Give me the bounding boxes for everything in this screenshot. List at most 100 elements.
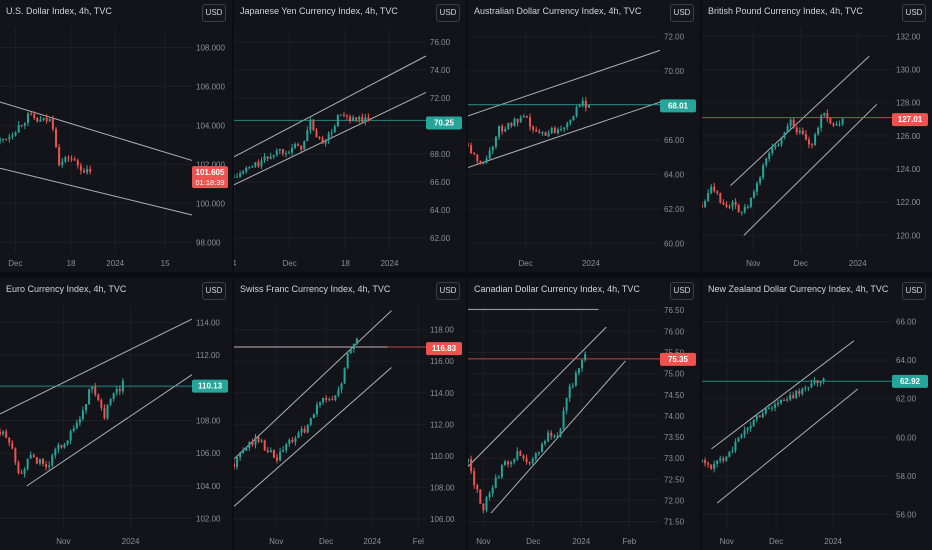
chart-panel[interactable]: 76.5076.0075.5075.0074.5074.0073.5073.00… (468, 278, 700, 550)
x-tick-label: Dec (518, 259, 532, 268)
chart-title: New Zealand Dollar Currency Index, 4h, T… (708, 284, 889, 294)
currency-button[interactable]: USD (436, 282, 460, 300)
candle (109, 398, 112, 405)
candle (767, 407, 770, 409)
candle (556, 436, 559, 438)
candle (85, 404, 88, 411)
candle (814, 134, 817, 146)
candle (578, 105, 581, 107)
candle (759, 177, 762, 184)
candle (342, 114, 345, 116)
y-tick-label: 118.00 (430, 326, 454, 335)
candle (61, 161, 64, 166)
channel-trendline[interactable] (716, 388, 859, 504)
candle (749, 425, 752, 429)
candle (719, 193, 722, 203)
candle (713, 463, 716, 469)
candle (309, 119, 312, 131)
candle (73, 159, 76, 161)
candle (23, 122, 26, 126)
channel-trendline[interactable] (0, 318, 193, 415)
candle (11, 442, 14, 449)
channel-trendline[interactable] (730, 55, 870, 186)
channel-trendline[interactable] (0, 101, 193, 161)
candle (330, 132, 333, 134)
channel-trendline[interactable] (234, 310, 392, 460)
candle (349, 349, 352, 354)
candle (346, 115, 349, 117)
candle (562, 410, 565, 429)
candle (322, 397, 325, 403)
candle (534, 453, 537, 459)
currency-button[interactable]: USD (902, 4, 926, 22)
candle (764, 408, 767, 414)
currency-button[interactable]: USD (902, 282, 926, 300)
chart-panel[interactable]: 114.00112.00110.00108.00106.00104.00102.… (0, 278, 232, 550)
candle (297, 144, 300, 146)
y-tick-label: 66.00 (896, 317, 917, 326)
currency-button[interactable]: USD (670, 282, 694, 300)
channel-trendline[interactable] (234, 367, 392, 507)
y-tick-label: 130.00 (896, 65, 921, 74)
candle (783, 399, 786, 401)
channel-trendline[interactable] (26, 374, 193, 487)
last-price-label: 75.35 (668, 355, 689, 364)
candle (288, 439, 291, 445)
y-tick-label: 60.00 (896, 433, 917, 442)
candle (324, 140, 327, 144)
candle (23, 469, 26, 474)
candle (749, 197, 752, 207)
candle (795, 391, 798, 399)
y-tick-label: 62.00 (896, 395, 917, 404)
y-tick-label: 72.00 (664, 496, 685, 505)
channel-trendline[interactable] (711, 340, 855, 450)
candle (713, 186, 716, 192)
currency-button[interactable]: USD (436, 4, 460, 22)
candle (482, 503, 485, 511)
chart-panel[interactable]: 118.00 116.00 114.00 112.00 110.00 108.00 106.… (234, 278, 466, 550)
candle (35, 457, 38, 464)
candle (328, 399, 331, 401)
y-tick-label: 74.00 (430, 66, 451, 75)
candle (327, 133, 330, 141)
chart-panel[interactable]: 66.00 64.00 62.00 60.00 58.00 56.00 Nov Dec 2024… (702, 278, 932, 550)
candle (710, 464, 713, 469)
channel-trendline[interactable] (234, 91, 427, 186)
candle (29, 454, 32, 459)
candle (707, 463, 710, 465)
candle (702, 460, 703, 463)
channel-trendline[interactable] (743, 103, 878, 236)
channel-trendline[interactable] (0, 167, 193, 216)
channel-trendline[interactable] (468, 101, 661, 169)
candle (737, 205, 740, 213)
chart-panel[interactable]: 108.000 106.000 104.000 102.000 100.000 98.00… (0, 0, 232, 272)
candle (565, 398, 568, 411)
chart-panel[interactable]: 132.00 130.00 128.00 126.00 124.00 122.00 120.… (702, 0, 932, 272)
candle (45, 463, 48, 468)
candle (300, 145, 303, 150)
candle (266, 450, 269, 453)
last-price-tag (426, 342, 462, 356)
candle (257, 436, 260, 442)
currency-button[interactable]: USD (202, 4, 226, 22)
candle (312, 414, 315, 419)
candle (83, 170, 86, 173)
candle (287, 152, 290, 154)
channel-trendline[interactable] (468, 326, 607, 467)
candle (522, 116, 525, 118)
currency-button[interactable]: USD (670, 4, 694, 22)
currency-button[interactable]: USD (202, 282, 226, 300)
candle (14, 448, 17, 463)
candle (337, 389, 340, 396)
chart-svg: 114.00112.00110.00108.00106.00104.00102.… (0, 306, 228, 546)
channel-trendline[interactable] (234, 55, 427, 158)
candle (734, 201, 737, 206)
candle (294, 438, 297, 443)
chart-panel[interactable]: 76.0074.0072.0070.0068.0066.0064.0062.00… (234, 0, 466, 272)
chart-panel[interactable]: 72.0070.0068.0066.0064.0062.0060.00Dec20… (468, 0, 700, 272)
channel-trendline[interactable] (468, 49, 661, 117)
x-tick-label: 18 (67, 259, 76, 268)
candle (39, 119, 42, 122)
candle (761, 413, 764, 418)
chart-title: Australian Dollar Currency Index, 4h, TV… (474, 6, 642, 16)
